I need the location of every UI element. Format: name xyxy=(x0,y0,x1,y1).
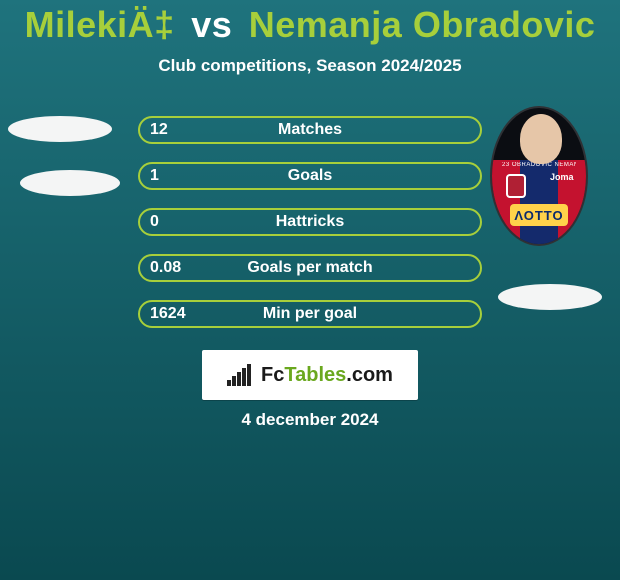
player1-name: MilekiÄ‡ xyxy=(25,4,175,45)
fctables-watermark: FcTables.com xyxy=(202,350,418,400)
logo-prefix: Fc xyxy=(261,364,284,386)
stat-label: Goals per match xyxy=(138,254,482,282)
date-text: 4 december 2024 xyxy=(0,410,620,430)
player2-avatar: 23 OBRADOVIC NEMANJA Joma ΛΟΤΤΟ xyxy=(490,106,588,246)
stat-label: Goals xyxy=(138,162,482,190)
player2-name: Nemanja Obradovic xyxy=(249,4,596,45)
stat-label: Min per goal xyxy=(138,300,482,328)
jersey-crest-icon xyxy=(506,174,526,198)
stat-row: 12Matches xyxy=(138,116,482,144)
fctables-logo-text: FcTables.com xyxy=(261,364,393,387)
jersey-brand: Joma xyxy=(550,172,572,186)
stat-row: 1624Min per goal xyxy=(138,300,482,328)
stat-row: 0.08Goals per match xyxy=(138,254,482,282)
vs-text: vs xyxy=(191,4,232,45)
stat-label: Matches xyxy=(138,116,482,144)
fctables-logo-icon xyxy=(227,364,255,386)
subtitle: Club competitions, Season 2024/2025 xyxy=(0,56,620,76)
stat-row: 0Hattricks xyxy=(138,208,482,236)
logo-suffix: Tables xyxy=(284,364,346,386)
logo-domain: .com xyxy=(346,364,393,386)
right-avatar-placeholder xyxy=(498,284,602,310)
jersey-sponsor: ΛΟΤΤΟ xyxy=(510,204,568,226)
page-title: MilekiÄ‡ vs Nemanja Obradovic xyxy=(0,0,620,46)
stat-bars: 12Matches 1Goals 0Hattricks 0.08Goals per m… xyxy=(138,116,482,346)
player2-jersey: 23 OBRADOVIC NEMANJA Joma ΛΟΤΤΟ xyxy=(492,108,586,244)
stat-label: Hattricks xyxy=(138,208,482,236)
stat-row: 1Goals xyxy=(138,162,482,190)
left-avatar-placeholder-1 xyxy=(8,116,112,142)
left-avatar-placeholder-2 xyxy=(20,170,120,196)
player2-head xyxy=(520,114,562,164)
